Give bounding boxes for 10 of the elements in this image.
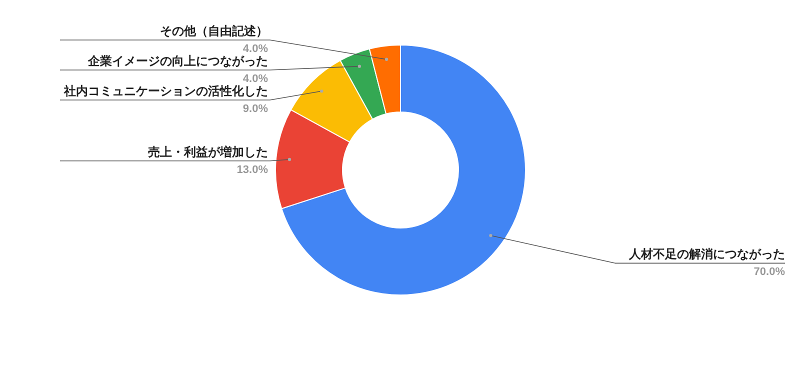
data-label: 13.0%: [236, 164, 268, 176]
slice-label: 売上・利益が増加した: [148, 144, 268, 159]
slice-label: 社内コミュニケーションの活性化した: [63, 84, 268, 98]
data-label: 70.0%: [754, 266, 786, 278]
slice-label: その他（自由記述）: [160, 24, 268, 38]
data-label: 4.0%: [242, 43, 268, 55]
data-label: 9.0%: [242, 103, 268, 115]
data-label: 4.0%: [242, 73, 268, 85]
slice-label: 人材不足の解消につながった: [628, 247, 785, 262]
slice-label: 企業イメージの向上につながった: [87, 54, 268, 68]
